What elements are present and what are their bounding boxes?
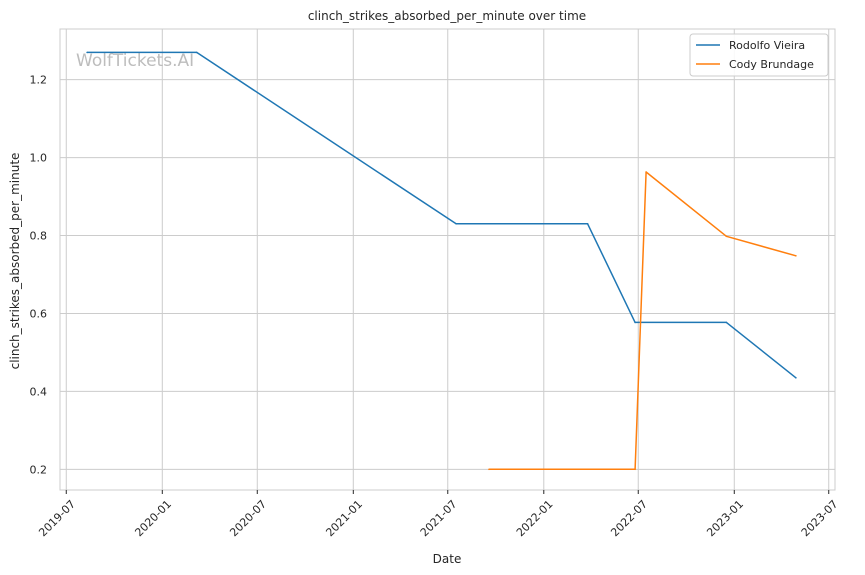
data-point-cody-brundage xyxy=(645,171,647,173)
y-tick-label: 0.8 xyxy=(30,230,48,243)
y-tick-label: 1.2 xyxy=(30,74,48,87)
y-tick-label: 0.2 xyxy=(30,463,48,476)
data-point-rodolfo-vieira xyxy=(455,223,457,225)
data-point-cody-brundage xyxy=(634,468,636,471)
data-point-rodolfo-vieira xyxy=(586,223,589,225)
legend: Rodolfo Vieira Cody Brundage xyxy=(689,33,829,77)
series-lines xyxy=(86,51,797,471)
watermark: WolfTickets.AI xyxy=(76,51,194,71)
data-point-cody-brundage xyxy=(795,255,797,257)
data-point-rodolfo-vieira xyxy=(86,51,88,54)
chart-title: clinch_strikes_absorbed_per_minute over … xyxy=(308,9,586,23)
data-point-rodolfo-vieira xyxy=(634,321,636,324)
y-tick-label: 1.0 xyxy=(30,152,48,165)
y-axis-label: clinch_strikes_absorbed_per_minute xyxy=(8,153,22,370)
data-point-rodolfo-vieira xyxy=(795,377,797,379)
legend-box xyxy=(689,33,829,77)
y-tick-label: 0.4 xyxy=(30,385,48,398)
data-point-cody-brundage xyxy=(488,468,490,471)
legend-label-cody-brundage: Cody Brundage xyxy=(729,58,814,71)
legend-label-rodolfo-vieira: Rodolfo Vieira xyxy=(729,39,805,52)
x-axis-label: Date xyxy=(433,552,462,566)
y-tick-label: 0.6 xyxy=(30,307,48,320)
grid xyxy=(60,29,835,490)
data-point-rodolfo-vieira xyxy=(725,321,728,324)
data-point-rodolfo-vieira xyxy=(195,51,198,54)
data-point-cody-brundage xyxy=(725,235,728,238)
y-axis-ticks: 0.2 0.4 0.6 0.8 1.0 1.2 xyxy=(30,74,48,477)
